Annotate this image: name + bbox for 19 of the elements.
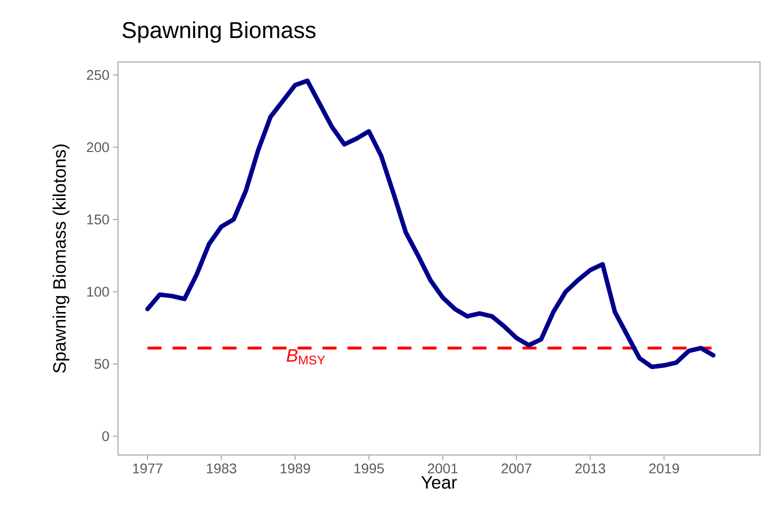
x-tick-label: 1995 (354, 463, 384, 474)
line-series (145, 78, 716, 370)
x-tick-label: 1983 (206, 463, 236, 474)
x-tick-label: 2013 (575, 463, 606, 474)
x-tick-label: 2001 (428, 463, 458, 474)
y-tick-label: 0 (102, 431, 109, 442)
x-tick-label: 2007 (502, 463, 532, 474)
x-tick-label: 1989 (280, 463, 310, 474)
x-axis-title: Year (421, 476, 457, 489)
y-tick-label: 100 (87, 286, 109, 297)
y-tick-label: 200 (86, 142, 109, 152)
y-tick-label: 250 (86, 70, 109, 80)
x-tick-label: 2019 (649, 463, 679, 474)
y-tick-label: 50 (94, 359, 109, 369)
ref-line-label: B$_{MSY}$ (286, 349, 325, 365)
y-axis-title: Spawning Biomass (kilotons) (52, 144, 70, 373)
x-tick-label: 1977 (133, 463, 162, 474)
chart-title: Spawning Biomass (122, 21, 316, 43)
y-tick-label: 150 (87, 214, 109, 224)
